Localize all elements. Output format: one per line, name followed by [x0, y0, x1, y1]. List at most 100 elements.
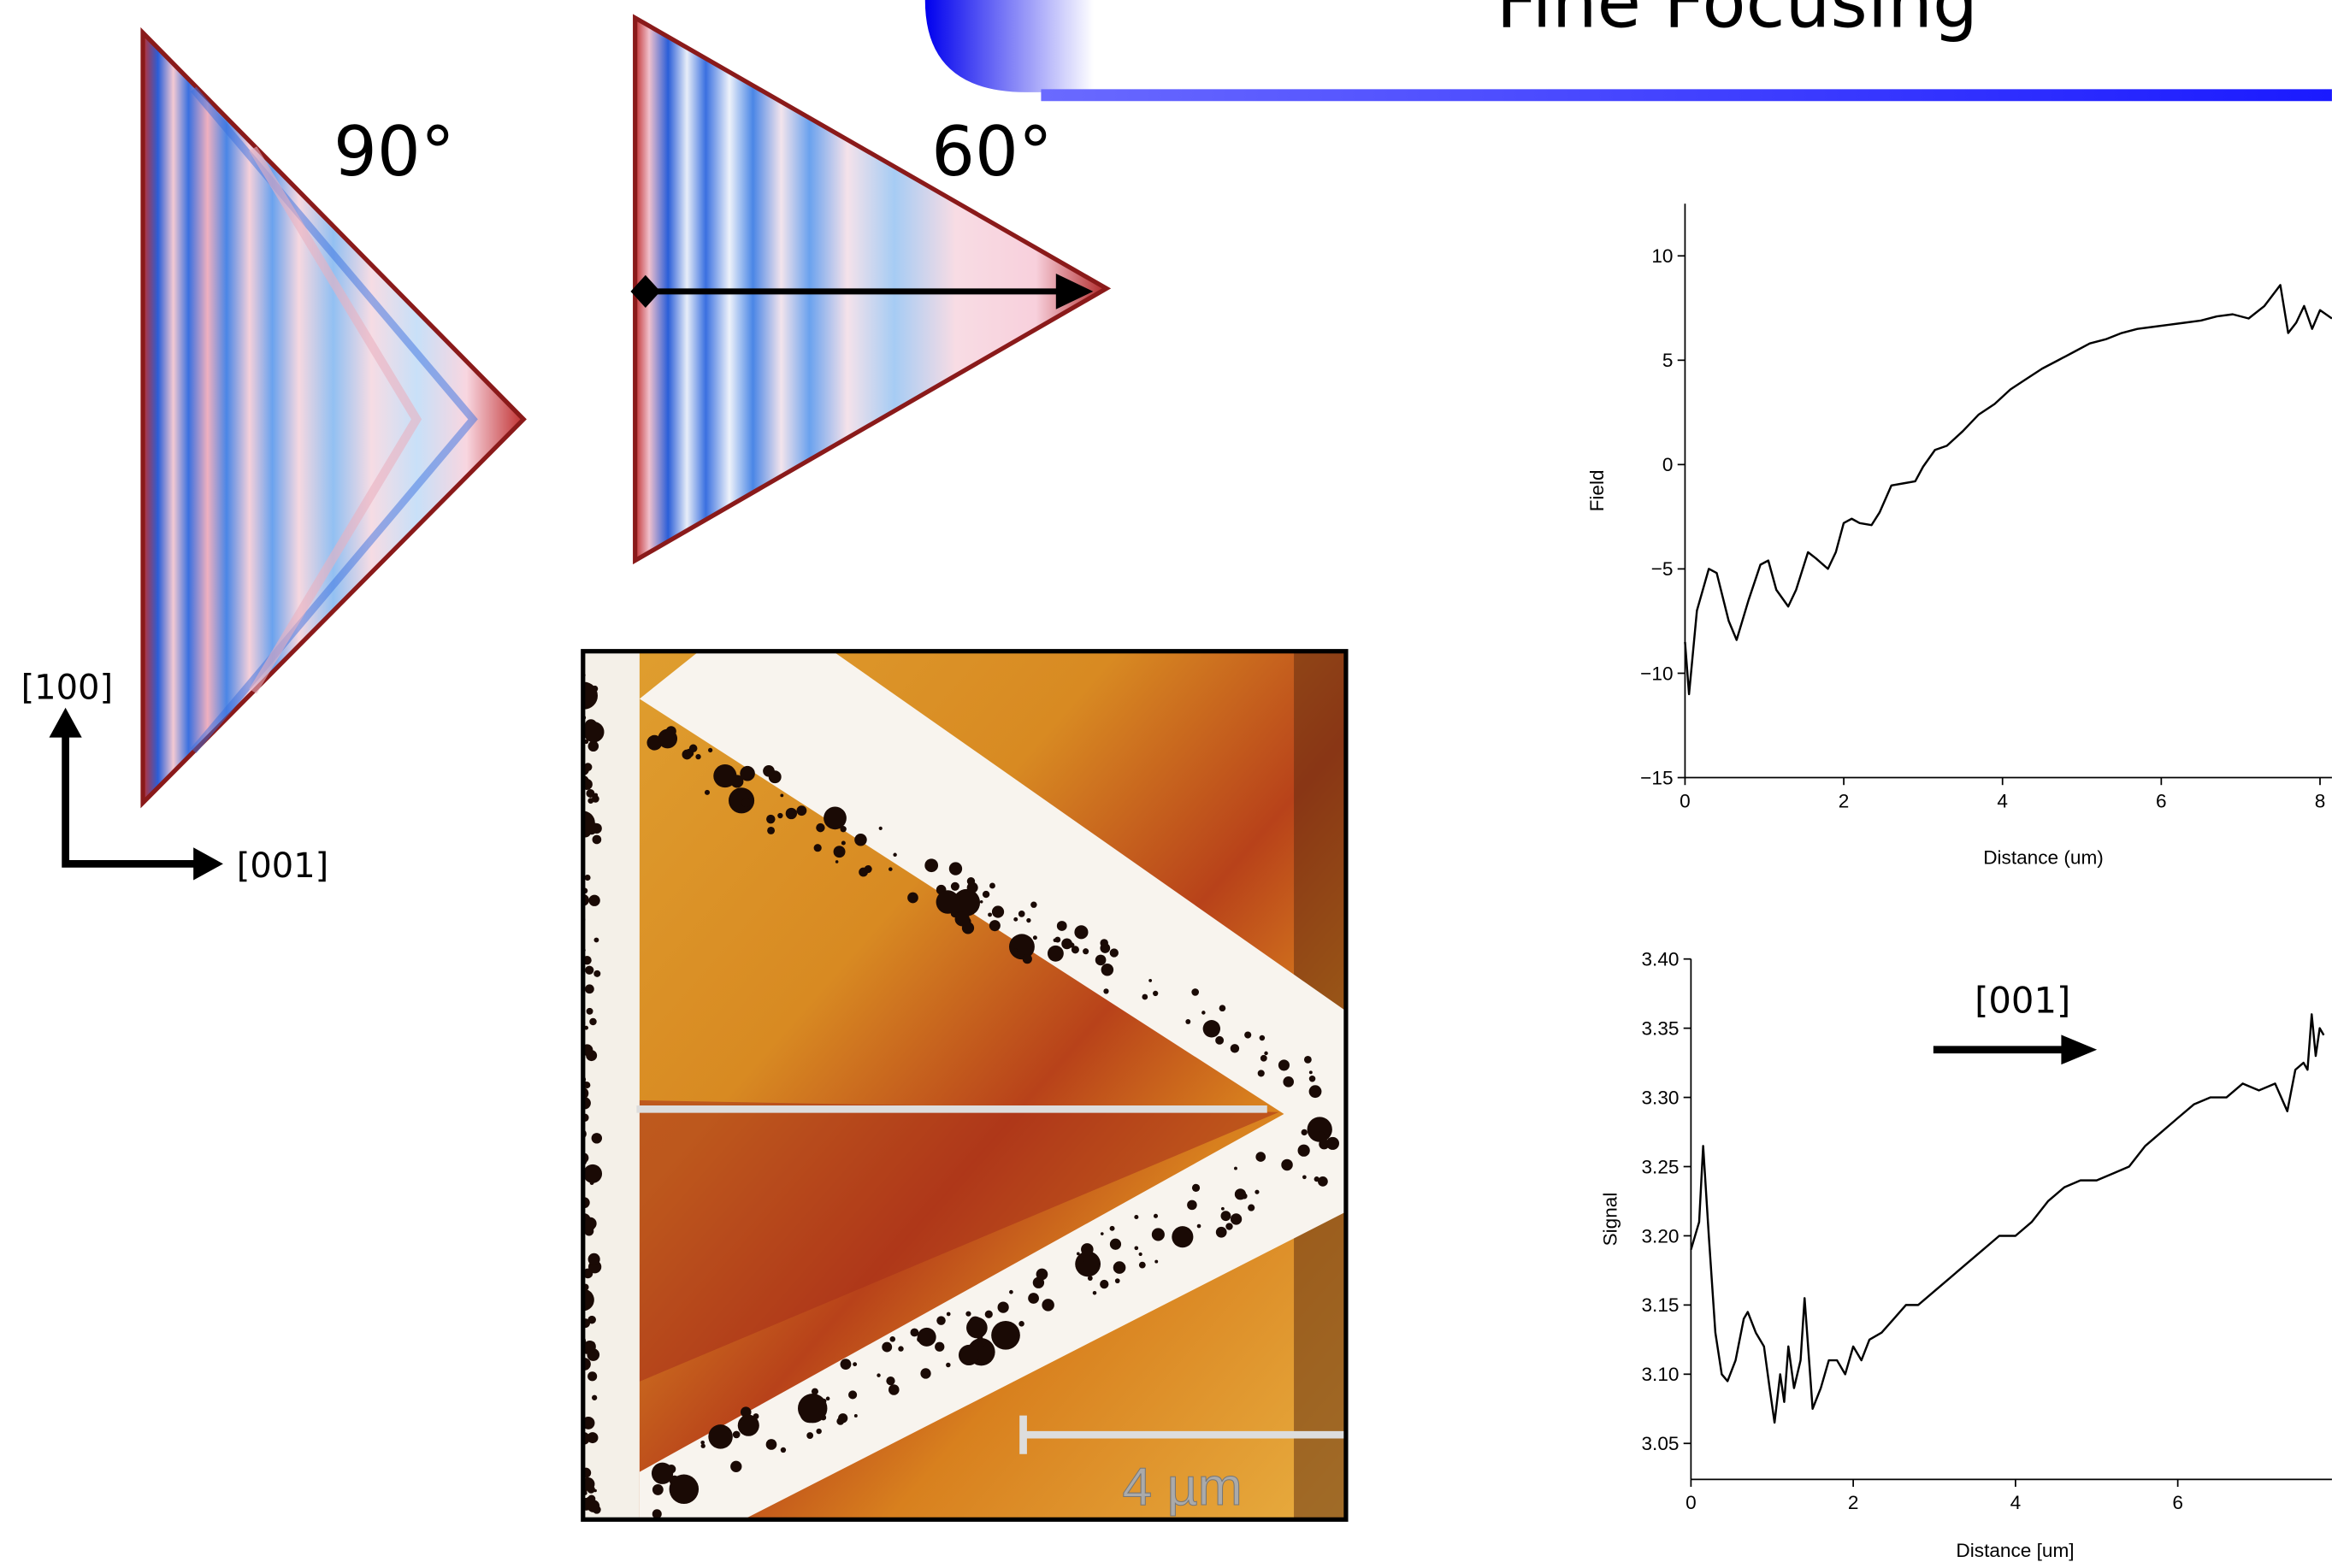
speckle	[936, 890, 959, 913]
speckle	[1215, 1036, 1224, 1045]
speckle	[708, 748, 712, 752]
speckle	[1009, 1290, 1013, 1294]
speckle	[907, 893, 918, 904]
speckle	[1255, 1152, 1266, 1162]
speckle	[1231, 1044, 1239, 1052]
x-tick-label: 6	[2172, 1492, 2183, 1513]
speckle	[1260, 1035, 1265, 1040]
speckle	[588, 895, 599, 906]
speckle	[1057, 921, 1067, 931]
speckle	[826, 1397, 830, 1401]
speckle	[1077, 1256, 1084, 1264]
speckle	[1115, 1278, 1120, 1283]
speckle	[652, 1484, 664, 1495]
speckle	[585, 966, 593, 975]
speckle	[1309, 1085, 1322, 1098]
speckle	[786, 808, 797, 819]
speckle	[1302, 1175, 1307, 1179]
speckle	[910, 1329, 918, 1337]
x-tick-label: 6	[2156, 790, 2167, 811]
speckle	[695, 754, 700, 759]
slide: Fine Focusing 90° 60° [100] [001] 4 µm F…	[0, 0, 2332, 1568]
speckle	[1283, 1076, 1294, 1088]
speckle	[588, 1253, 600, 1265]
speckle	[587, 1371, 597, 1381]
speckle	[1110, 1239, 1121, 1250]
speckle	[949, 862, 962, 875]
speckle	[730, 1461, 741, 1472]
speckle	[777, 813, 782, 818]
speckle	[1187, 1200, 1197, 1211]
speckle	[1264, 1052, 1268, 1056]
x-tick-label: 2	[1839, 790, 1850, 811]
speckle	[584, 1226, 593, 1235]
speckle	[1134, 1215, 1138, 1219]
speckle	[658, 729, 677, 749]
speckle	[592, 1342, 595, 1346]
speckle	[991, 1321, 1020, 1350]
y-tick-label: −15	[1640, 767, 1673, 788]
speckle	[951, 882, 959, 891]
speckle	[1026, 918, 1030, 923]
scale-label: 4 µm	[1122, 1457, 1242, 1517]
speckle	[1231, 1213, 1242, 1224]
x-tick-label: 8	[2315, 790, 2326, 811]
speckle	[708, 1424, 733, 1449]
y-tick-label: 3.40	[1641, 949, 1679, 970]
y-tick-label: 3.35	[1641, 1017, 1679, 1039]
speckle	[1081, 1243, 1094, 1256]
speckle	[947, 1312, 951, 1317]
y-tick-label: 3.20	[1641, 1225, 1679, 1247]
speckle	[587, 1494, 595, 1502]
x-tick-label: 4	[2010, 1492, 2022, 1513]
speckle	[840, 826, 846, 832]
y-tick-label: 0	[1662, 454, 1674, 475]
speckle	[1101, 964, 1114, 976]
speckle	[1088, 1276, 1093, 1281]
speckle	[738, 1415, 759, 1436]
speckle	[965, 1312, 971, 1317]
speckle	[1258, 1070, 1265, 1076]
speckle	[1201, 1011, 1206, 1015]
speckle	[989, 920, 1001, 931]
speckle	[959, 1345, 979, 1365]
speckle	[1192, 1184, 1200, 1192]
speckle	[882, 1342, 892, 1353]
afm-image: 4 µm	[570, 651, 1346, 1520]
speckle	[1172, 1226, 1193, 1247]
speckle	[1142, 994, 1148, 1000]
speckle	[766, 1439, 777, 1450]
speckle	[1154, 1260, 1158, 1264]
speckle	[1234, 1167, 1237, 1170]
speckle	[886, 1376, 894, 1385]
speckle	[1072, 946, 1079, 953]
x-axis-title: Distance (um)	[1983, 846, 2104, 868]
speckle	[1101, 1232, 1104, 1235]
speckle	[1203, 1020, 1220, 1037]
speckle	[898, 1346, 903, 1351]
speckle	[1077, 929, 1081, 934]
speckle	[1077, 1252, 1080, 1255]
arrow-head	[2061, 1035, 2097, 1064]
header-line	[1041, 89, 2331, 101]
speckle	[1302, 1129, 1308, 1135]
speckle	[865, 865, 872, 873]
speckle	[1083, 948, 1089, 954]
speckle	[841, 1359, 852, 1370]
speckle	[854, 1414, 858, 1418]
axis-label: [001]	[237, 846, 329, 886]
speckle	[836, 1418, 844, 1425]
speckle	[1139, 1253, 1142, 1256]
speckle	[1139, 1262, 1146, 1269]
x-tick-label: 2	[1848, 1492, 1859, 1513]
speckle	[1219, 1005, 1226, 1011]
speckle	[1154, 1214, 1158, 1218]
speckle	[1093, 1291, 1097, 1295]
speckle	[889, 1336, 895, 1342]
speckle	[1309, 1070, 1313, 1074]
speckle	[1216, 1227, 1227, 1238]
speckle	[587, 1008, 593, 1015]
speckle	[1095, 955, 1107, 966]
speckle	[1318, 1131, 1324, 1137]
speckle	[1013, 948, 1018, 952]
